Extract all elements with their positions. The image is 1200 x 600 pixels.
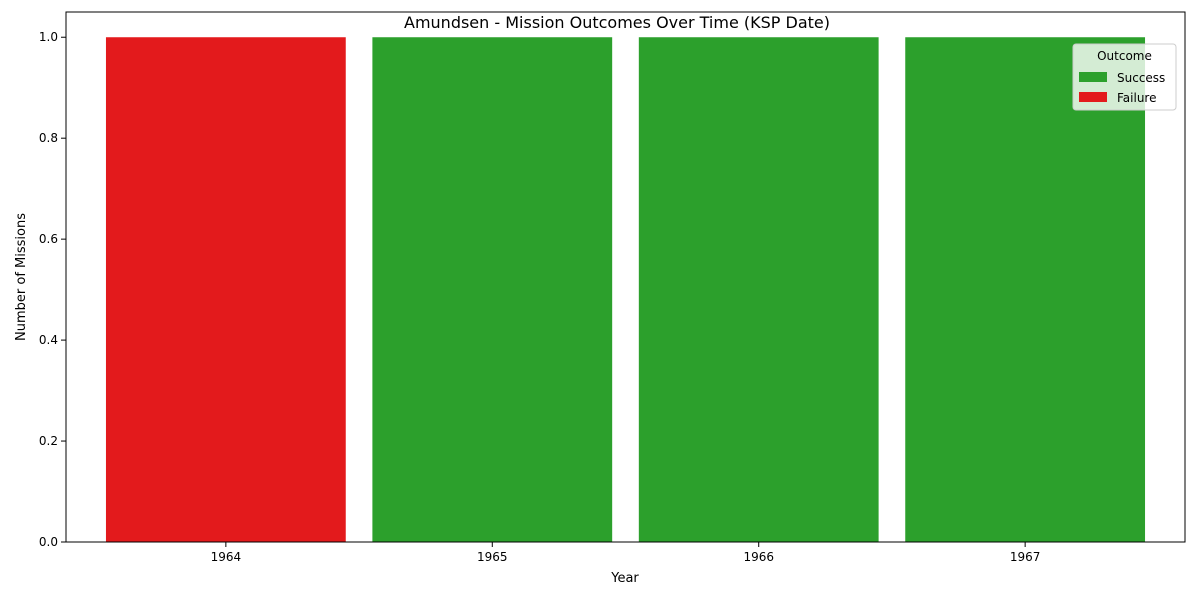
y-tick-label: 0.8	[39, 131, 58, 145]
legend: Outcome Success Failure	[1072, 43, 1177, 111]
x-tick-label: 1966	[743, 550, 774, 564]
x-tick-label: 1965	[477, 550, 508, 564]
bar-success-1967	[905, 37, 1146, 542]
x-axis-ticks: 1964 1965 1966 1967	[211, 542, 1041, 564]
bar-success-1966	[638, 37, 879, 542]
legend-swatch-failure	[1079, 92, 1107, 102]
legend-label-success: Success	[1117, 71, 1165, 85]
x-tick-label: 1964	[211, 550, 242, 564]
y-tick-label: 0.4	[39, 333, 58, 347]
bar-failure-1964	[105, 37, 346, 542]
x-tick-label: 1967	[1010, 550, 1041, 564]
y-tick-label: 0.2	[39, 434, 58, 448]
y-axis-label: Number of Missions	[14, 213, 29, 341]
bars-group	[105, 37, 1146, 542]
legend-swatch-success	[1079, 72, 1107, 82]
plot-frame	[65, 11, 1186, 543]
bar-success-1965	[372, 37, 613, 542]
y-tick-label: 1.0	[39, 30, 58, 44]
legend-label-failure: Failure	[1117, 91, 1156, 105]
x-axis-label: Year	[610, 571, 639, 586]
legend-title: Outcome	[1097, 49, 1152, 63]
chart-title: Amundsen - Mission Outcomes Over Time (K…	[404, 13, 830, 32]
y-axis-ticks: 0.0 0.2 0.4 0.6 0.8 1.0	[39, 30, 66, 549]
y-tick-label: 0.6	[39, 232, 58, 246]
y-tick-label: 0.0	[39, 535, 58, 549]
